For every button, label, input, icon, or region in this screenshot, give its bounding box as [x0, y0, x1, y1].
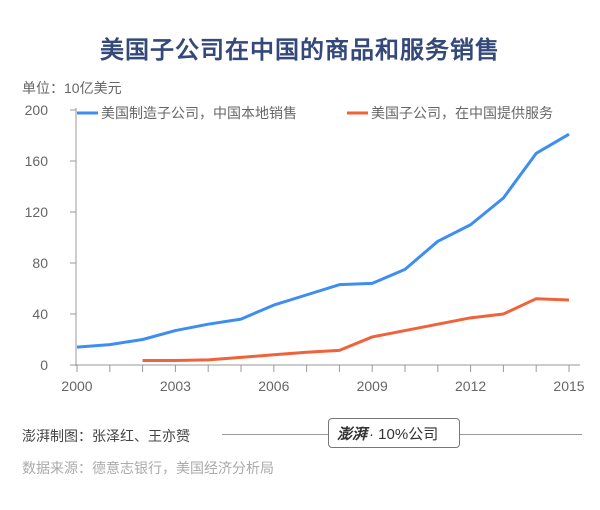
- divider-right: [460, 434, 582, 435]
- x-tick-label: 2009: [357, 378, 388, 394]
- y-tick-label: 40: [32, 306, 48, 322]
- logo-brand: 澎湃: [337, 424, 368, 443]
- chart-title: 美国子公司在中国的商品和服务销售: [100, 37, 500, 64]
- x-tick-label: 2000: [61, 378, 92, 394]
- publisher-logo: 澎湃 · 10%公司: [328, 418, 460, 448]
- logo-text: · 10%公司: [369, 425, 439, 443]
- line-chart: 0 40 80 120 160 200 2000 2003 2006 2009 2012 2015 美国…: [25, 102, 585, 394]
- legend-label-1: 美国制造子公司，中国本地销售: [101, 105, 297, 121]
- series-line-2: [142, 297, 570, 363]
- x-tick-label: 2015: [553, 378, 584, 394]
- source-text: 数据来源：德意志银行，美国经济分析局: [22, 460, 274, 476]
- y-axis-unit-label: 单位：10亿美元: [22, 80, 122, 96]
- x-tick-label: 2012: [455, 378, 486, 394]
- credit-text: 澎湃制图：张泽红、王亦赟: [22, 428, 190, 444]
- x-tick-label: 2003: [160, 378, 191, 394]
- y-tick-label: 160: [25, 153, 49, 169]
- y-tick-label: 0: [40, 357, 48, 373]
- y-tick-label: 80: [32, 255, 48, 271]
- legend-label-2: 美国子公司，在中国提供服务: [371, 105, 553, 121]
- series-line-1: [76, 132, 570, 349]
- divider-left: [222, 434, 328, 435]
- y-tick-label: 120: [25, 204, 49, 220]
- x-tick-label: 2006: [258, 378, 289, 394]
- y-tick-label: 200: [25, 102, 49, 118]
